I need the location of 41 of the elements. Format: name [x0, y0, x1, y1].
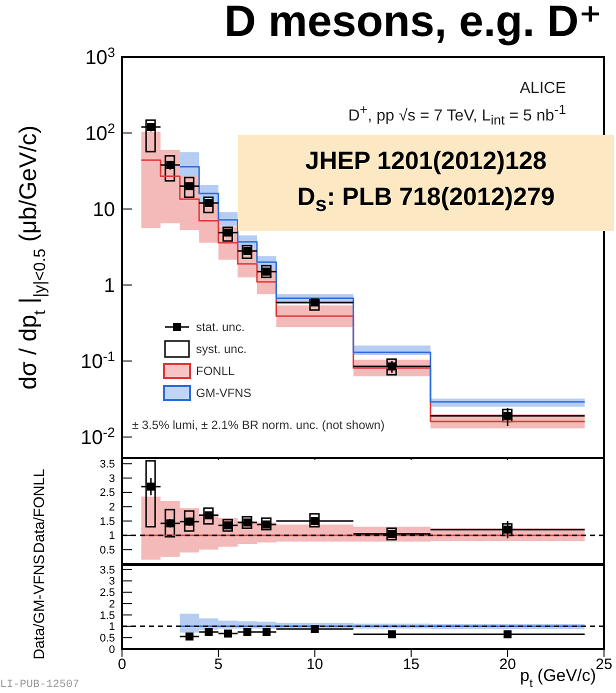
y-tick-label: 1 [104, 275, 115, 298]
y-tick-label: 3.5 [100, 564, 115, 576]
y-tick-label: 2 [108, 502, 115, 514]
y-axis-title: Data/FONLL [31, 468, 48, 554]
y-tick-label: 3.5 [100, 458, 115, 471]
y-tick-label: 10$^{2}$ [85, 120, 115, 146]
y-tick-label: 10 [92, 199, 115, 222]
x-axis-title: p$_{t}$ (GeV/c) [520, 666, 596, 690]
y-tick-label: 3 [108, 576, 115, 588]
y-tick-label: 2 [108, 598, 115, 610]
y-tick-label: 10$^{-2}$ [80, 424, 115, 450]
y-tick-label: 0.5 [100, 632, 115, 644]
y-tick-label: 10$^{-1}$ [80, 348, 115, 374]
x-tick-label: 25 [596, 656, 612, 673]
y-tick-label: 1 [108, 621, 115, 634]
x-tick-label: 10 [306, 656, 324, 673]
y-tick-label: 2.5 [100, 587, 115, 600]
annotation: D$_{s}$: PLB 718(2012)279 [297, 182, 555, 218]
y-tick-label: 1.5 [100, 610, 115, 622]
y-tick-label: 1 [108, 530, 115, 542]
y-tick-label: 2.5 [100, 487, 115, 500]
y-tick-label: 3 [108, 472, 115, 485]
annotation: ALICE [520, 80, 566, 98]
note-box: JHEP 1201(2012)128 D$_{s}$: PLB 718(2012)279 [238, 135, 614, 231]
legend-label: GM-VFNS [196, 386, 252, 400]
y-tick-label: 0 [108, 644, 115, 656]
legend-label: stat. unc. [196, 320, 245, 334]
y-tick-label: 10$^{3}$ [85, 44, 115, 69]
y-axis-title: Data/GM-VFNS [31, 554, 48, 660]
y-tick-label: 0.5 [100, 544, 115, 557]
chart-title: D mesons, e.g. D⁺ [224, 0, 602, 47]
x-tick-label: 15 [402, 656, 420, 673]
annotation: JHEP 1201(2012)128 [305, 146, 547, 177]
x-tick-label: 5 [214, 656, 223, 673]
annotation: ± 3.5% lumi, ± 2.1% BR norm. unc. (not shown) [132, 418, 385, 432]
legend-label: syst. unc. [196, 342, 247, 356]
legend-label: FONLL [196, 364, 235, 378]
y-tick-label: 1.5 [100, 516, 115, 528]
x-tick-label: 20 [499, 656, 516, 673]
text: LI-PUB-12507 [0, 679, 80, 691]
annotation: D$^{+}$, pp √s = 7 TeV, L$_{int}$ = 5 nb$^{-1}$ [348, 102, 566, 128]
